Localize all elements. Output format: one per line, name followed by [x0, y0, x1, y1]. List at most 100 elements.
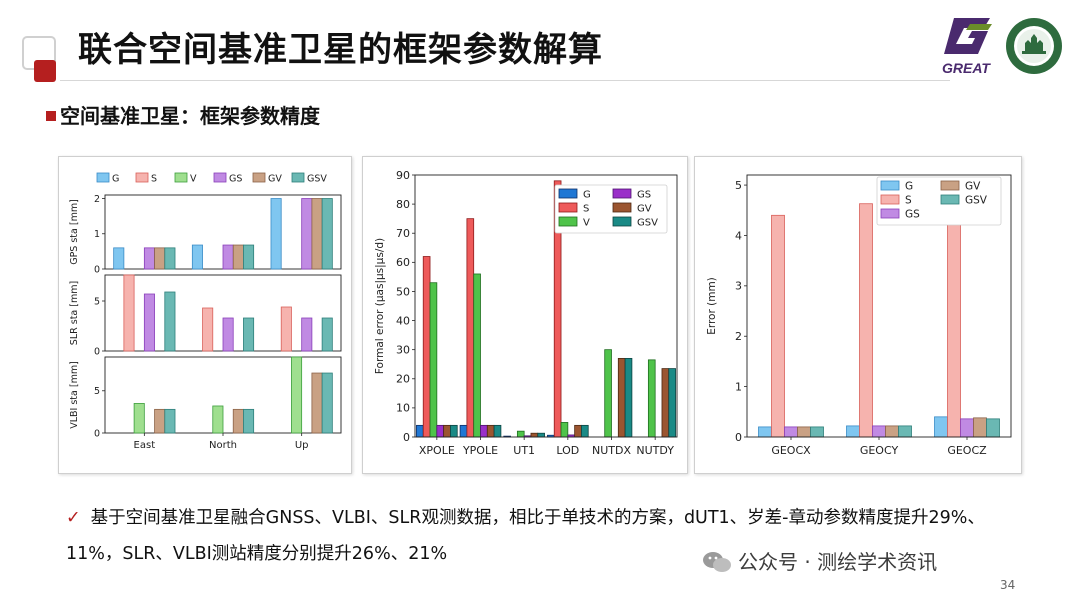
eop-legend-label-v: V — [583, 218, 590, 229]
station-legend-label-gsv: GSV — [307, 174, 327, 185]
geocenter-error-chart: 0 1 2 3 4 5 GEOCX GEOCY GEOCZ Error (mm) GS GS GV GSV — [706, 174, 1012, 457]
geoc-bar-g-geocx — [758, 426, 772, 438]
eop-bar-s-ypole — [466, 218, 475, 438]
station-legend-swatch-gv — [252, 172, 266, 183]
eop-legend-swatch-gs — [612, 188, 632, 199]
station-vlbi-sta-mm-bar-v-up — [291, 356, 303, 434]
station-xtick-label-east: East — [134, 440, 156, 451]
station-slr-sta-mm-bar-gsv-north — [243, 317, 255, 352]
eop-bar-gv-lod — [574, 424, 582, 438]
station-slr-sta-mm-ytick-label-5: 5 — [94, 296, 100, 307]
eop-xtick-label-lod: LOD — [556, 444, 579, 457]
eop-ytick-label-20: 20 — [396, 373, 410, 386]
eop-bar-v-xpole — [429, 282, 438, 438]
station-slr-sta-mm-bar-s-east — [123, 274, 135, 352]
eop-legend-label-gv: GV — [637, 204, 652, 215]
eop-ylabel: Formal error (μas|μs|μs/d) — [374, 238, 386, 374]
station-legend-label-v: V — [190, 174, 197, 185]
geoc-bar-gv-geocz — [973, 417, 987, 438]
station-vlbi-sta-mm-bar-gv-north — [232, 408, 244, 434]
geoc-bar-g-geocy — [846, 425, 860, 438]
station-gps-sta-mm-bar-gsv-north — [243, 244, 255, 270]
station-legend-label-g: G — [112, 174, 119, 185]
eop-legend-label-gsv: GSV — [637, 218, 658, 229]
eop-xtick-label-nutdx: NUTDX — [592, 444, 631, 457]
eop-xtick-label-nutdy: NUTDY — [636, 444, 674, 457]
station-vlbi-sta-mm-ylabel: VLBI sta [mm] — [69, 361, 80, 429]
title-divider — [60, 80, 950, 81]
eop-bar-s-xpole — [422, 256, 431, 438]
eop-legend-swatch-s — [558, 202, 578, 213]
chart-panel-station: G S V GS GV GSV 0 1 2 GPS sta [mm] 0 5 SLR sta [mm] 0… — [58, 156, 352, 474]
station-legend-label-gs: GS — [229, 174, 242, 185]
station-gps-sta-mm-bar-gv-north — [232, 244, 244, 270]
geoc-bar-s-geocz — [947, 203, 961, 438]
station-gps-sta-mm-bar-g-north — [191, 244, 203, 270]
station-vlbi-sta-mm-bar-v-north — [212, 405, 224, 434]
eop-legend-label-gs: GS — [637, 190, 651, 201]
station-gps-sta-mm-bar-gsv-east — [164, 247, 176, 270]
eop-legend-swatch-gsv — [612, 216, 632, 227]
station-gps-sta-mm-bar-gv-east — [154, 247, 166, 270]
station-gps-sta-mm-bar-gs-up — [301, 198, 313, 270]
page-number: 34 — [1000, 578, 1016, 592]
eop-xtick-label-ypole: YPOLE — [462, 444, 498, 457]
station-slr-sta-mm-bar-gs-north — [222, 317, 234, 352]
geoc-bar-gsv-geocx — [810, 426, 824, 438]
eop-bar-gv-nutdx — [617, 357, 626, 438]
eop-ytick-label-90: 90 — [396, 169, 410, 182]
university-seal-icon — [1006, 18, 1062, 74]
station-legend-swatch-v — [174, 172, 188, 183]
watermark-text: 公众号 · 测绘学术资讯 — [738, 550, 938, 574]
station-legend-swatch-gs — [213, 172, 227, 183]
station-vlbi-sta-mm-ytick-label-0: 0 — [94, 428, 100, 439]
geoc-legend-label-g: G — [905, 181, 913, 193]
eop-bar-v-lod — [560, 422, 569, 438]
geoc-bar-g-geocz — [934, 416, 948, 438]
station-slr-sta-mm-ytick-label-0: 0 — [94, 346, 100, 357]
eop-legend-label-s: S — [583, 204, 589, 215]
station-legend-label-gv: GV — [268, 174, 282, 185]
eop-bar-v-nutdx — [604, 349, 612, 438]
great-logo-icon — [944, 18, 992, 54]
eop-bar-gsv-ypole — [493, 424, 502, 438]
station-legend-swatch-g — [96, 172, 110, 183]
eop-bar-gsv-nutdy — [668, 368, 676, 438]
station-gps-sta-mm-bar-gv-up — [311, 198, 323, 270]
eop-ytick-label-60: 60 — [396, 256, 410, 269]
geoc-bar-s-geocx — [771, 214, 785, 438]
station-legend-swatch-gsv — [291, 172, 305, 183]
geoc-xtick-label-geocy: GEOCY — [860, 444, 899, 457]
station-slr-sta-mm-bar-gs-up — [301, 317, 313, 352]
eop-ytick-label-10: 10 — [396, 402, 410, 415]
station-gps-sta-mm-ytick-label-0: 0 — [94, 264, 100, 275]
station-legend-label-s: S — [151, 174, 157, 185]
station-slr-sta-mm-bar-gs-east — [143, 293, 155, 352]
geoc-ytick-label-2: 2 — [735, 330, 742, 343]
eop-bar-g-xpole — [416, 424, 424, 438]
section-subtitle: 空间基准卫星：框架参数精度 — [46, 100, 320, 129]
eop-legend-label-g: G — [583, 190, 591, 201]
geoc-ytick-label-0: 0 — [735, 431, 742, 444]
slide-title: 联合空间基准卫星的框架参数解算 — [78, 30, 603, 70]
eop-bar-gsv-lod — [581, 424, 589, 438]
station-slr-sta-mm-bar-gsv-east — [164, 291, 176, 352]
geoc-legend-frame — [876, 176, 1002, 226]
station-gps-sta-mm-bar-gs-east — [143, 247, 155, 270]
eop-xtick-label-ut1: UT1 — [513, 444, 535, 457]
station-vlbi-sta-mm-bar-gsv-up — [321, 372, 333, 434]
great-logo-text: GREAT — [942, 60, 990, 76]
chart-panel-geocenter: 0 1 2 3 4 5 GEOCX GEOCY GEOCZ Error (mm) G S GS GV GSV — [694, 156, 1022, 474]
station-slr-sta-mm-bar-gsv-up — [321, 317, 333, 352]
eop-bar-v-nutdy — [647, 359, 656, 438]
station-slr-sta-mm-bar-s-up — [280, 306, 292, 352]
station-gps-sta-mm-ytick-label-2: 2 — [94, 194, 100, 205]
eop-xtick-label-xpole: XPOLE — [419, 444, 455, 457]
geoc-bar-gs-geocx — [784, 426, 798, 438]
eop-formal-error-chart: 0 10 20 30 40 50 60 70 80 90 XPOLE YPOLE UT1 LOD NUTDX… — [374, 169, 678, 457]
geoc-ytick-label-5: 5 — [735, 179, 742, 192]
eop-bar-gsv-xpole — [450, 424, 458, 438]
eop-bar-gs-ypole — [480, 424, 488, 438]
conclusion-note: ✓ 基于空间基准卫星融合GNSS、VLBI、SLR观测数据，相比于单技术的方案，d… — [66, 500, 1026, 572]
station-xtick-label-up: Up — [295, 440, 309, 451]
